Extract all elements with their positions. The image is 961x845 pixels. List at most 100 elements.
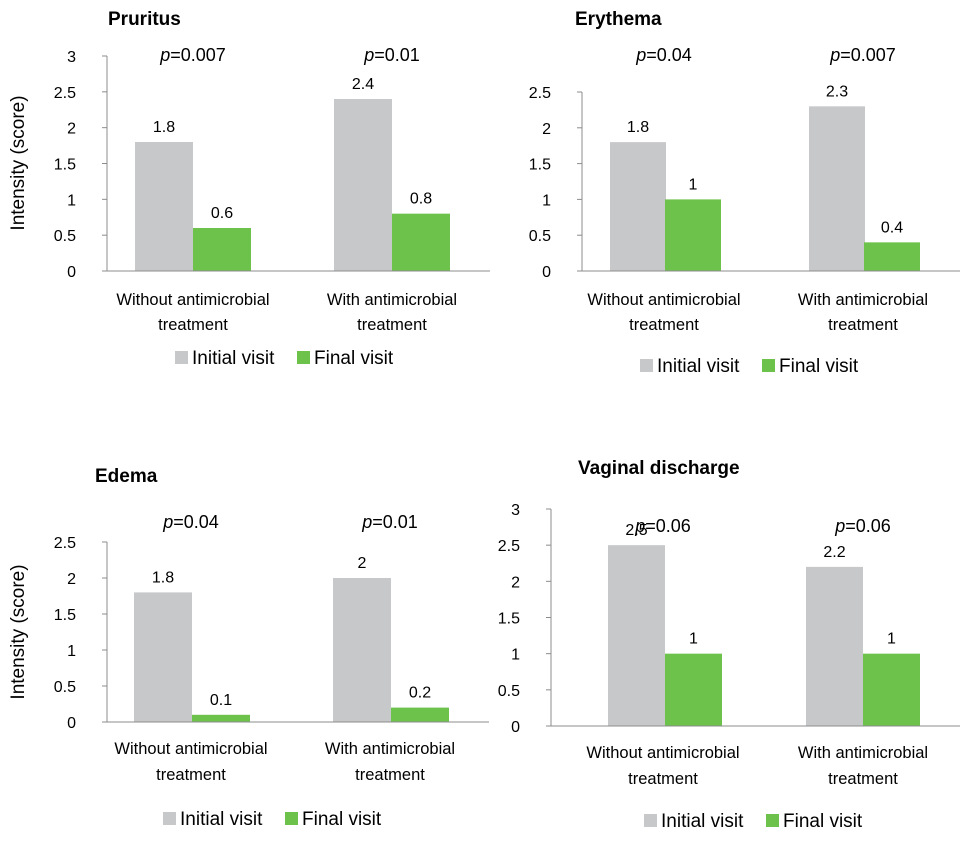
p-symbol: p [834, 516, 845, 536]
y-tick-label: 1.5 [498, 611, 520, 628]
legend-swatch-initial [640, 359, 653, 372]
y-tick-label: 3 [67, 49, 76, 66]
y-tick-label: 2.5 [529, 85, 551, 102]
category-label: treatment [828, 770, 898, 788]
data-label: 1 [887, 631, 896, 648]
data-label: 0.4 [881, 219, 903, 236]
data-label: 1.8 [627, 119, 649, 136]
data-label: 2.2 [823, 544, 845, 561]
p-value: =0.01 [374, 45, 420, 65]
y-tick-label: 1.5 [529, 157, 551, 174]
data-label: 2.5 [625, 522, 647, 539]
final-visit-bar [863, 653, 920, 726]
legend-swatch-final [297, 351, 310, 364]
category-label: With antimicrobial [798, 291, 928, 309]
legend-swatch-final [285, 812, 298, 825]
y-tick-label: 3 [511, 502, 520, 519]
p-value: =0.04 [173, 512, 219, 532]
initial-visit-bar [135, 142, 193, 271]
y-tick-label: 2 [67, 121, 76, 138]
legend-label: Initial visit [192, 348, 275, 369]
p-symbol: p [361, 512, 372, 532]
y-tick-label: 2 [511, 574, 520, 591]
category-label: treatment [156, 766, 226, 784]
data-label: 1 [689, 631, 698, 648]
legend-label: Initial visit [180, 809, 263, 830]
category-label: treatment [629, 316, 699, 334]
legend-label: Final visit [302, 809, 382, 830]
legend-swatch-initial [175, 351, 188, 364]
y-tick-label: 0 [511, 719, 520, 736]
data-label: 2 [358, 555, 367, 572]
p-value: =0.04 [646, 45, 692, 65]
category-label: With antimicrobial [325, 740, 455, 758]
data-label: 1 [689, 176, 698, 193]
legend-swatch-final [762, 359, 775, 372]
legend-swatch-initial [644, 814, 657, 827]
legend-swatch-final [766, 814, 779, 827]
p-value-label: p=0.04 [162, 512, 219, 532]
p-symbol: p [635, 45, 646, 65]
y-tick-label: 1.5 [54, 157, 76, 174]
legend-label: Final visit [783, 811, 863, 832]
p-value: =0.007 [840, 45, 896, 65]
category-label: treatment [828, 316, 898, 334]
legend-label: Initial visit [657, 356, 740, 377]
final-visit-bar [665, 199, 721, 271]
legend-label: Final visit [314, 348, 394, 369]
y-tick-label: 2.5 [54, 85, 76, 102]
legend-swatch-initial [163, 812, 176, 825]
initial-visit-bar [608, 545, 665, 726]
final-visit-bar [392, 213, 450, 271]
y-tick-label: 2.5 [498, 538, 520, 555]
p-value-label: p=0.007 [829, 45, 896, 65]
data-label: 1.8 [153, 119, 175, 136]
y-tick-label: 2 [542, 121, 551, 138]
category-label: treatment [357, 316, 427, 334]
y-tick-label: 2.5 [54, 535, 76, 552]
data-label: 2.4 [352, 76, 374, 93]
initial-visit-bar [806, 566, 863, 726]
p-value: =0.007 [170, 45, 226, 65]
y-tick-label: 0.5 [54, 679, 76, 696]
p-value-label: p=0.01 [361, 512, 418, 532]
p-value-label: p=0.01 [363, 45, 420, 65]
final-visit-bar [391, 707, 449, 722]
data-label: 0.1 [210, 692, 232, 709]
chart-panel-1: Pruritus Intensity (score) 0 0.5 1 1.5 2 2.5 3 1.… [8, 9, 490, 369]
p-value-label: p=0.06 [834, 516, 891, 536]
y-tick-label: 0 [542, 264, 551, 281]
legend-label: Initial visit [661, 811, 744, 832]
y-tick-label: 0 [67, 715, 76, 732]
p-value: =0.06 [845, 516, 891, 536]
p-value: =0.01 [372, 512, 418, 532]
data-label: 1.8 [152, 569, 174, 586]
data-label: 0.2 [409, 685, 431, 702]
category-label: treatment [628, 770, 698, 788]
p-value-label: p=0.007 [159, 45, 226, 65]
y-tick-label: 0.5 [498, 683, 520, 700]
y-tick-label: 1 [67, 192, 76, 209]
chart-title: Edema [95, 466, 158, 487]
p-symbol: p [829, 45, 840, 65]
y-tick-label: 0.5 [54, 228, 76, 245]
category-label: treatment [355, 766, 425, 784]
y-tick-label: 1 [67, 643, 76, 660]
category-label: With antimicrobial [798, 744, 928, 762]
p-symbol: p [363, 45, 374, 65]
category-label: Without antimicrobial [116, 291, 269, 309]
initial-visit-bar [333, 578, 391, 722]
category-label: Without antimicrobial [114, 740, 267, 758]
category-label: Without antimicrobial [587, 291, 740, 309]
final-visit-bar [193, 228, 251, 271]
final-visit-bar [192, 714, 250, 722]
p-value: =0.06 [645, 516, 691, 536]
y-tick-label: 1.5 [54, 607, 76, 624]
y-axis-label: Intensity (score) [8, 95, 29, 230]
initial-visit-bar [134, 592, 192, 722]
p-symbol: p [159, 45, 170, 65]
initial-visit-bar [334, 99, 392, 271]
p-value-label: p=0.06 [634, 516, 691, 536]
